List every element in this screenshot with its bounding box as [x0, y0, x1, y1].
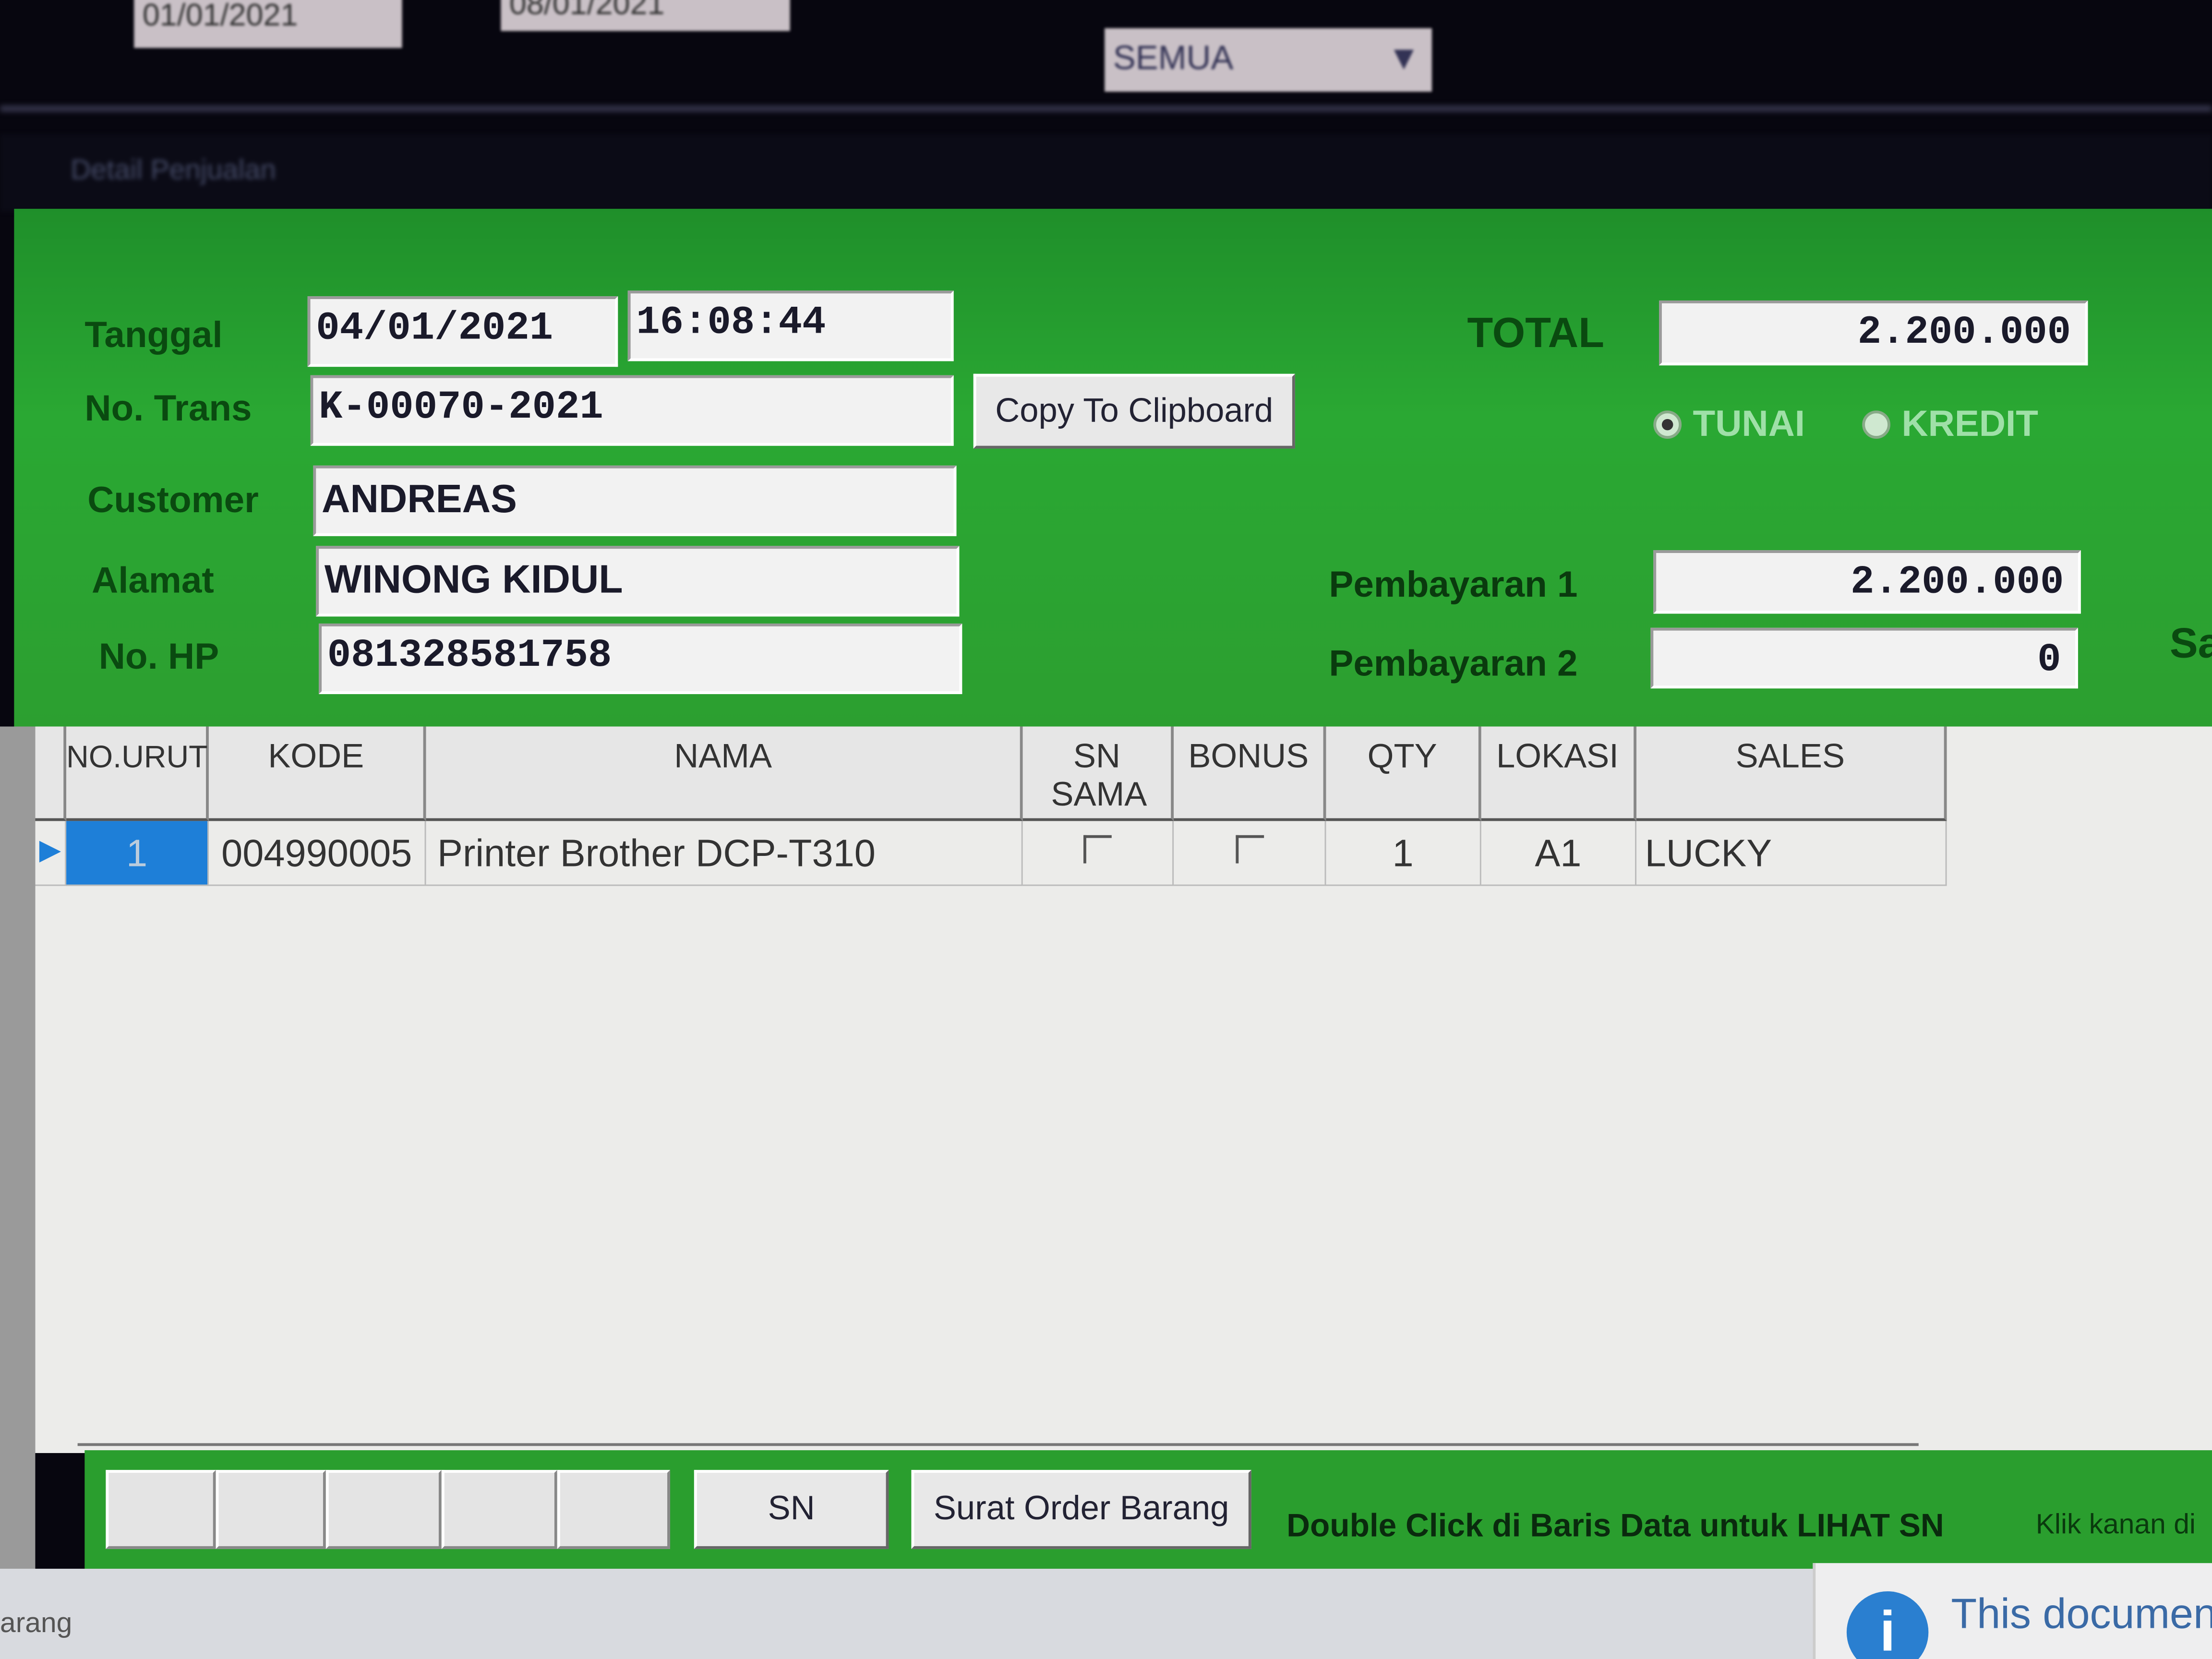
blank-button[interactable] [557, 1470, 670, 1549]
blank-button[interactable] [216, 1470, 326, 1549]
surat-order-barang-button[interactable]: Surat Order Barang [911, 1470, 1251, 1549]
col-qty[interactable]: QTY [1326, 726, 1481, 821]
pembayaran2-label: Pembayaran 2 [1329, 642, 1578, 685]
col-kode[interactable]: KODE [208, 726, 426, 821]
alamat-label: Alamat [92, 558, 214, 601]
cell-sales[interactable]: LUCKY [1636, 821, 1947, 886]
grid-bottom-border [77, 1443, 1919, 1446]
radio-icon [1862, 409, 1890, 438]
cell-nama[interactable]: Printer Brother DCP-T310 [426, 821, 1023, 886]
col-sn-sama[interactable]: SN SAMA [1022, 726, 1174, 821]
radio-kredit-label: KREDIT [1901, 402, 2038, 445]
cell-no-urut[interactable]: 1 [66, 821, 209, 886]
bonus-checkbox[interactable] [1235, 835, 1263, 864]
blank-button[interactable] [441, 1470, 557, 1549]
date-from-field[interactable]: 01/01/2021 [134, 0, 402, 48]
customer-field[interactable]: ANDREAS [313, 465, 957, 536]
divider [0, 106, 2212, 112]
row-pointer-icon: ▶ [35, 821, 67, 886]
cell-sn-sama[interactable] [1022, 821, 1174, 886]
cut-label: Sa [2169, 621, 2212, 668]
info-icon: i [1846, 1591, 1929, 1659]
col-sales[interactable]: SALES [1636, 726, 1947, 821]
sn-sama-checkbox[interactable] [1083, 835, 1112, 864]
chevron-down-icon[interactable]: ▼ [1387, 39, 1421, 78]
hint-text-2: Klik kanan di [2035, 1509, 2196, 1541]
sn-button[interactable]: SN [694, 1470, 889, 1549]
notification-text: This documen [1951, 1591, 2212, 1638]
radio-kredit[interactable]: KREDIT [1862, 402, 2038, 446]
col-no-urut[interactable]: NO.URUT [66, 726, 209, 821]
taskbar-item[interactable]: arang [0, 1608, 72, 1639]
pembayaran2-field[interactable]: 0 [1650, 627, 2078, 689]
total-field: 2.200.000 [1659, 300, 2088, 366]
info-notification[interactable]: i This documen [1813, 1563, 2212, 1659]
items-grid[interactable]: NO.URUT KODE NAMA SN SAMA BONUS QTY LOKA… [35, 726, 2212, 1453]
blank-button[interactable] [106, 1470, 216, 1549]
time-field[interactable]: 16:08:44 [627, 290, 954, 361]
cell-bonus[interactable] [1174, 821, 1326, 886]
radio-tunai[interactable]: TUNAI [1653, 402, 1805, 446]
footer-bar: SN Surat Order Barang Double Click di Ba… [84, 1450, 2212, 1569]
cell-lokasi[interactable]: A1 [1481, 821, 1637, 886]
hp-label: No. HP [98, 635, 219, 677]
filter-dropdown[interactable]: SEMUA ▼ [1105, 28, 1432, 92]
cell-qty[interactable]: 1 [1326, 821, 1481, 886]
col-nama[interactable]: NAMA [426, 726, 1023, 821]
copy-to-clipboard-button[interactable]: Copy To Clipboard [973, 373, 1295, 449]
tanggal-label: Tanggal [84, 313, 223, 356]
hp-field[interactable]: 081328581758 [319, 623, 962, 694]
no-trans-field[interactable]: K-00070-2021 [310, 375, 954, 446]
pembayaran1-field[interactable]: 2.200.000 [1653, 550, 2081, 614]
col-lokasi[interactable]: LOKASI [1481, 726, 1637, 821]
customer-label: Customer [87, 478, 259, 521]
col-bonus[interactable]: BONUS [1174, 726, 1326, 821]
hint-text: Double Click di Baris Data untuk LIHAT S… [1286, 1506, 1944, 1544]
window-left-edge [0, 726, 36, 1573]
window-title: Detail Penjualan [0, 134, 2212, 212]
radio-tunai-label: TUNAI [1693, 402, 1805, 445]
alamat-field[interactable]: WINONG KIDUL [316, 546, 960, 617]
cell-kode[interactable]: 004990005 [208, 821, 426, 886]
radio-selected-icon [1653, 409, 1682, 438]
total-label: TOTAL [1467, 310, 1605, 357]
tanggal-field[interactable]: 04/01/2021 [307, 296, 618, 367]
pembayaran1-label: Pembayaran 1 [1329, 563, 1578, 605]
blank-button[interactable] [325, 1470, 442, 1549]
filter-value: SEMUA [1113, 39, 1234, 78]
date-to-field[interactable]: 08/01/2021 [501, 0, 790, 31]
row-indicator-header [35, 726, 67, 821]
no-trans-label: No. Trans [84, 386, 252, 429]
